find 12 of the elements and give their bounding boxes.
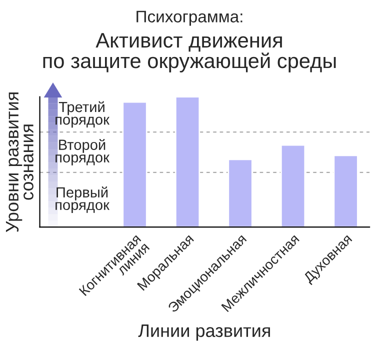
y-axis-title: Уровни развития сознания <box>6 92 34 232</box>
annotation: Первый порядок <box>56 186 110 213</box>
annotation: Третий порядок <box>56 101 110 128</box>
annotation: Второй порядок <box>56 139 110 166</box>
bar <box>174 96 200 228</box>
x-axis-title: Линии развития <box>138 324 270 341</box>
bar <box>280 144 306 228</box>
bar <box>122 101 148 228</box>
bar <box>333 154 358 228</box>
bar <box>228 158 253 228</box>
chart-title: Психограмма: <box>136 10 242 26</box>
chart-subtitle: Активист движения по защите окружающей среды <box>43 33 336 72</box>
